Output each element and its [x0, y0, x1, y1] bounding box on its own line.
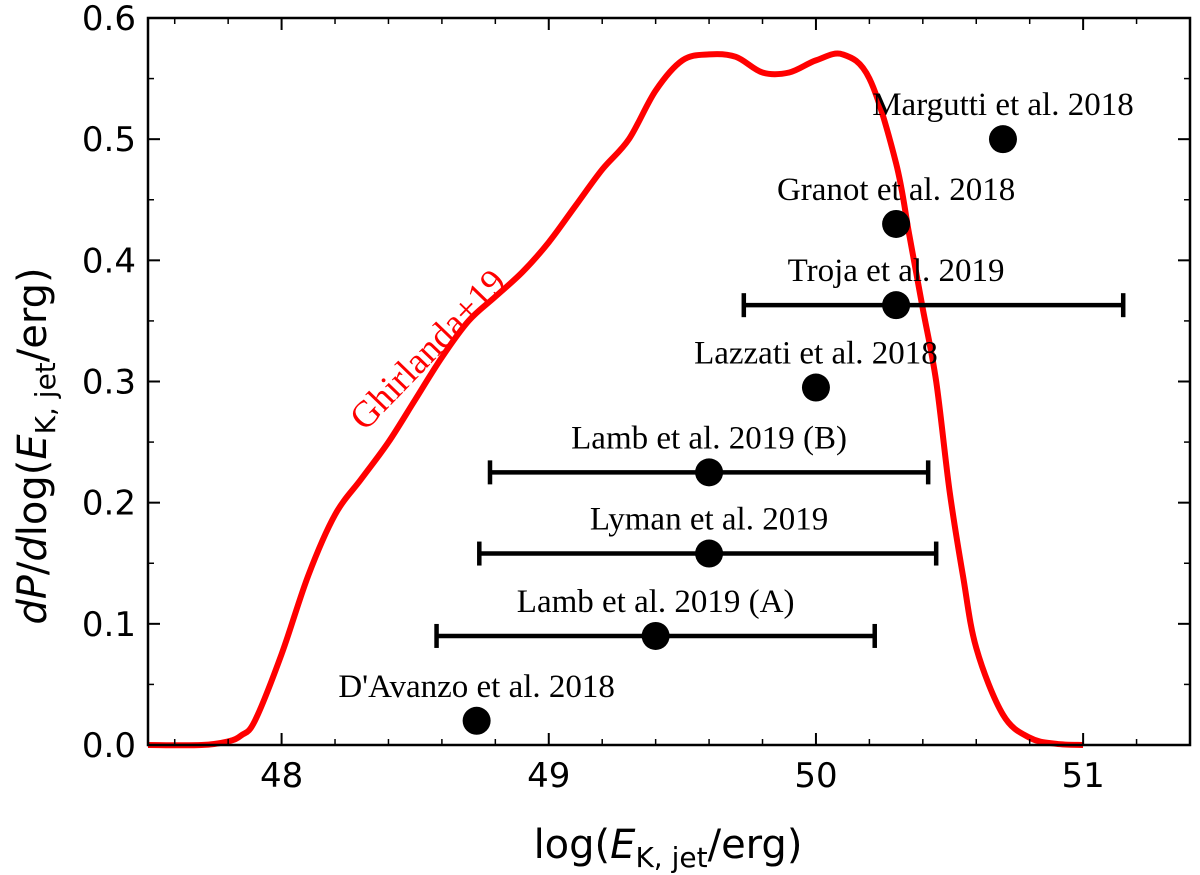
x-tick-label: 50: [794, 756, 837, 796]
data-point: [462, 706, 491, 735]
y-tick-label: 0.2: [82, 484, 136, 524]
plot-area: Margutti et al. 2018 Granot et al. 2018 Tr…: [147, 50, 1134, 749]
ghirlanda-curve: [147, 50, 1084, 749]
x-tick-label: 51: [1061, 756, 1104, 796]
y-tick-label: 0.1: [82, 605, 136, 645]
axes: 48 49 50 51 0.0 0.1 0.2 0.3 0.4 0.5 0.6: [82, 0, 1192, 796]
y-tick-label: 0.0: [82, 726, 136, 766]
data-point: [695, 539, 724, 568]
data-point: [695, 458, 724, 487]
x-tick-label: 48: [260, 756, 303, 796]
x-axis-title: log(EK, jet/erg): [534, 822, 803, 874]
data-point: [801, 373, 830, 402]
point-label: Troja et al. 2019: [788, 253, 1005, 289]
y-tick-label: 0.3: [82, 363, 136, 403]
point-label: Lyman et al. 2019: [590, 502, 828, 538]
curve-label: Ghirlanda+19: [342, 262, 514, 439]
point-label: Lamb et al. 2019 (B): [571, 420, 847, 456]
data-point: [988, 125, 1017, 154]
point-label: Lazzati et al. 2018: [694, 336, 938, 372]
point-label: Granot et al. 2018: [777, 172, 1015, 208]
point-label: Margutti et al. 2018: [872, 87, 1134, 123]
y-axis-title: dP/dlog(EK, jet/erg): [10, 267, 62, 624]
data-point: [882, 209, 911, 238]
data-point: [882, 291, 911, 320]
y-tick-label: 0.4: [82, 241, 136, 281]
data-point: [641, 621, 670, 650]
y-tick-label: 0.5: [82, 120, 136, 160]
y-tick-label: 0.6: [82, 0, 136, 39]
x-tick-label: 49: [527, 756, 570, 796]
point-label: Lamb et al. 2019 (A): [517, 584, 795, 620]
point-label: D'Avanzo et al. 2018: [338, 669, 615, 705]
